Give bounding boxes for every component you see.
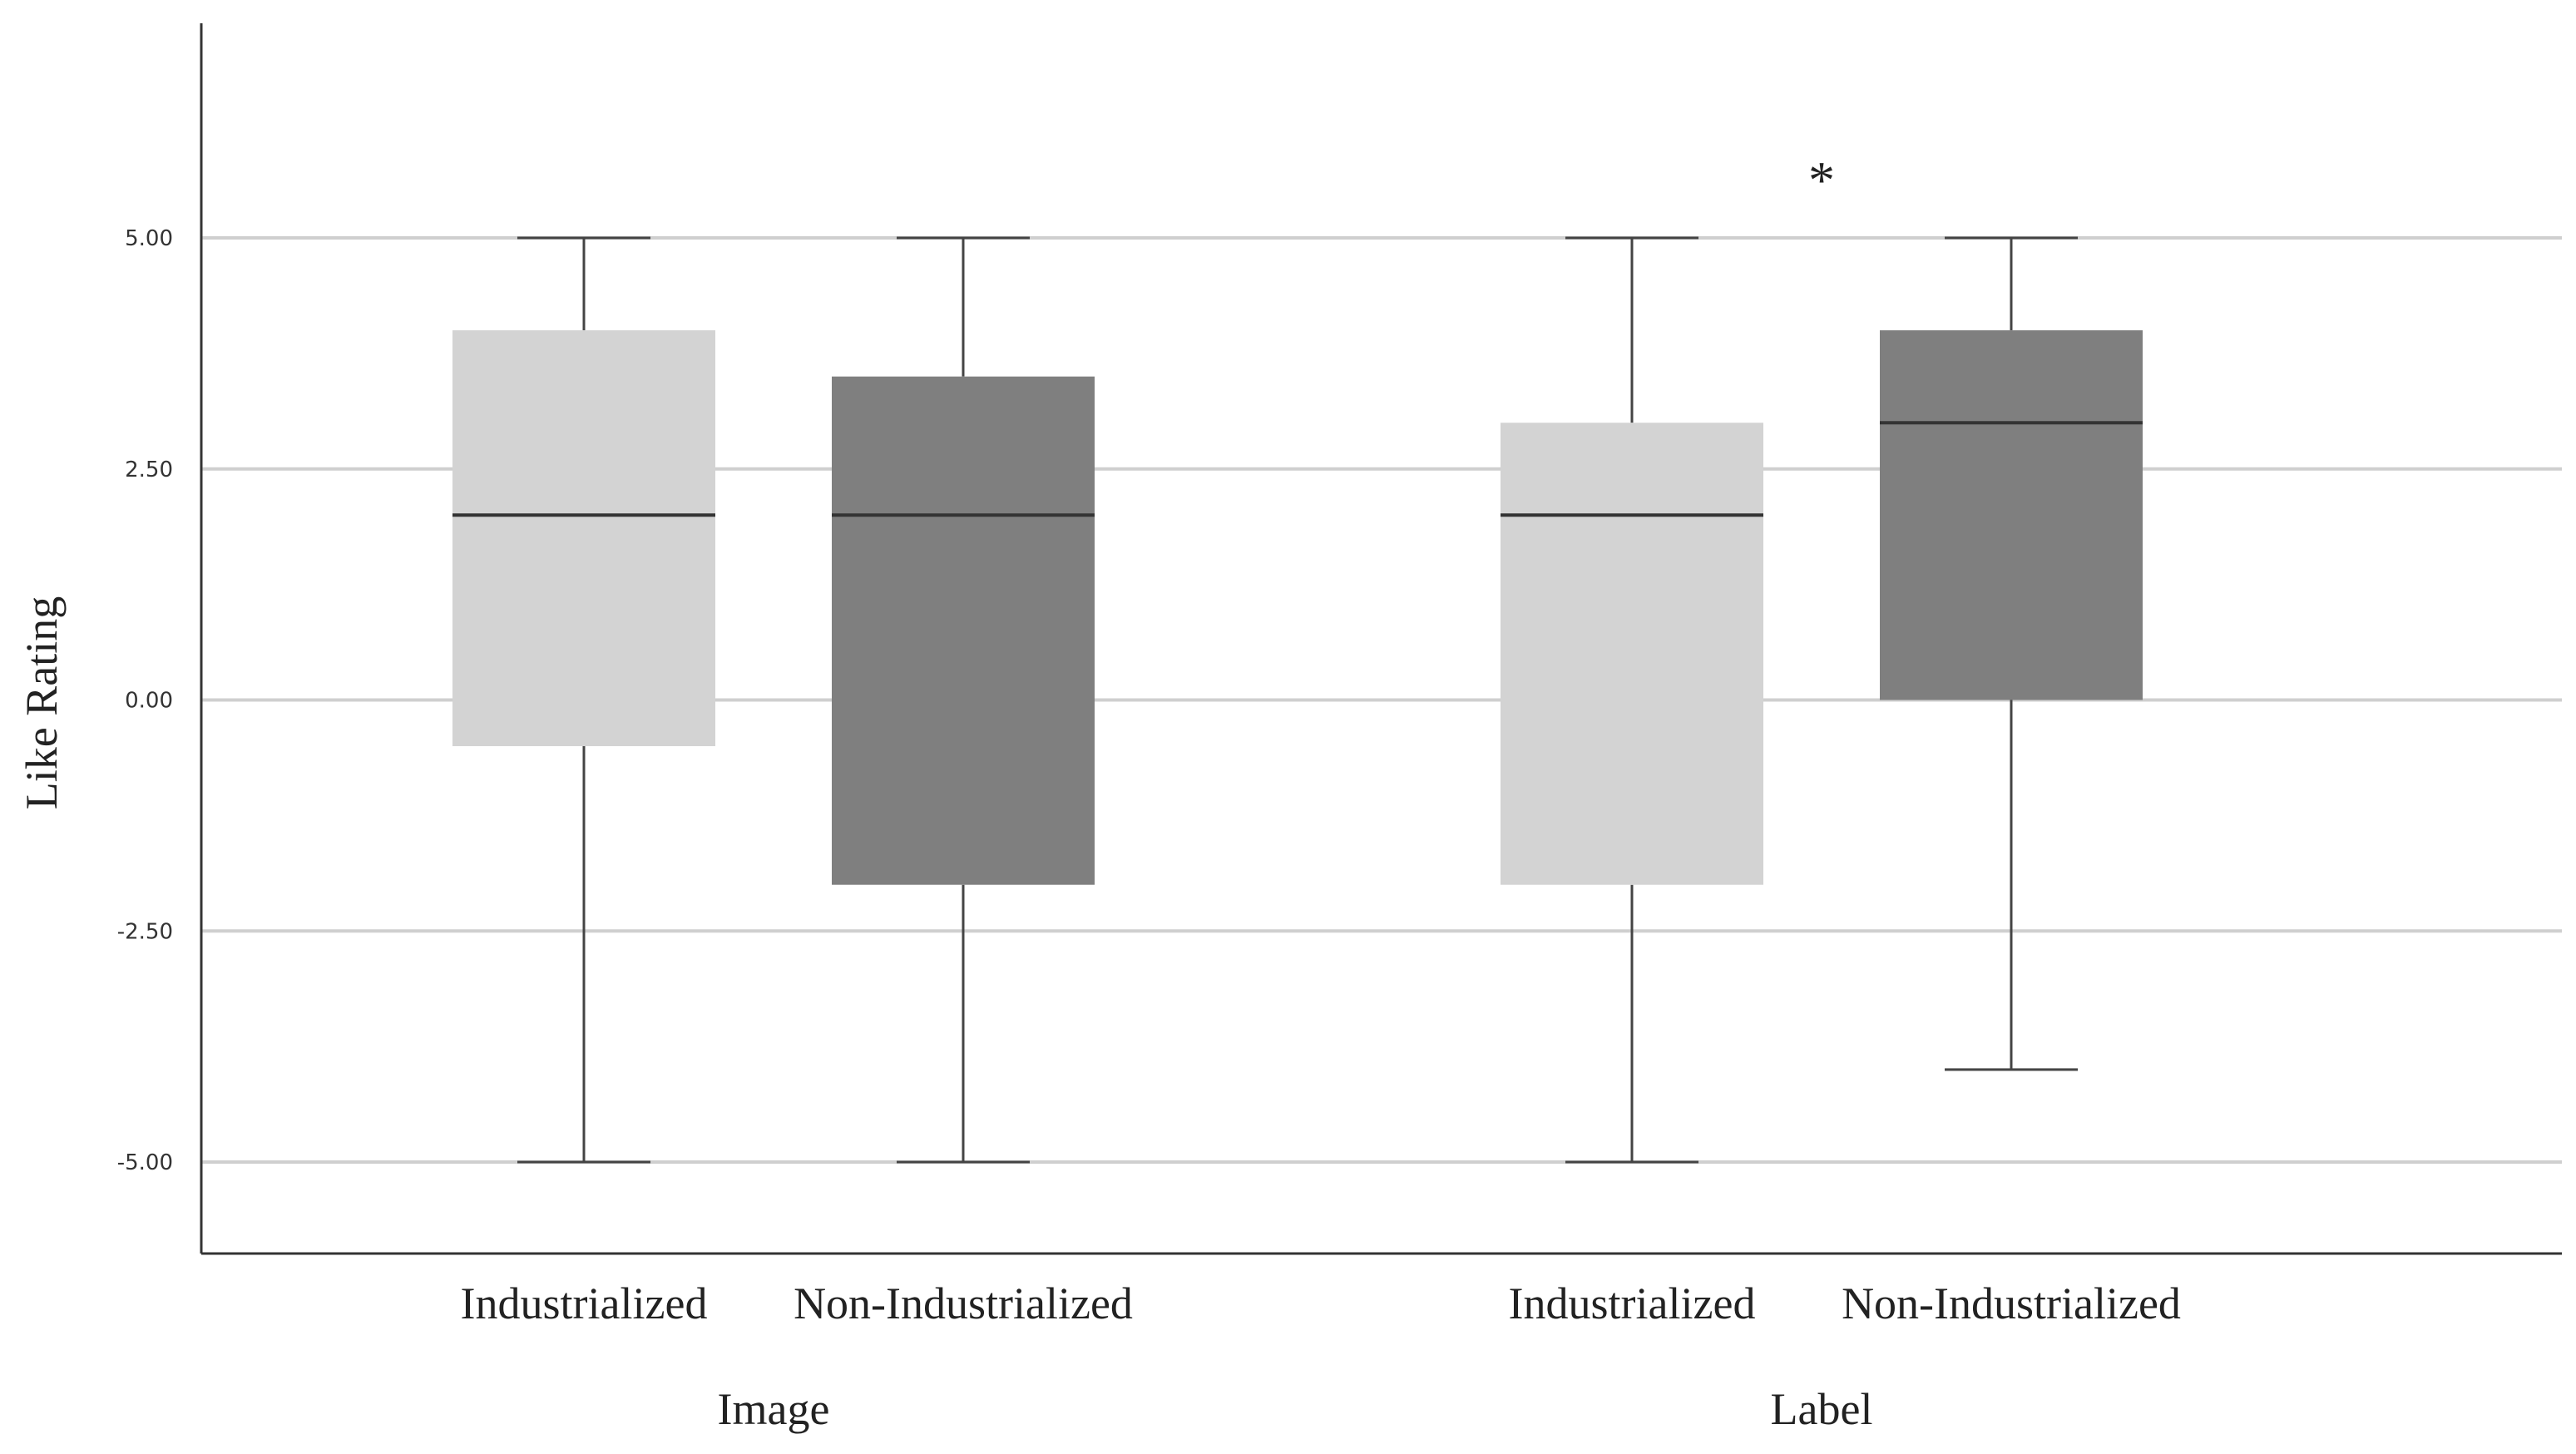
category-label: Industrialized bbox=[1509, 1278, 1756, 1328]
category-label: Non-Industrialized bbox=[794, 1278, 1133, 1328]
box-image-industrialized bbox=[452, 236, 715, 1164]
box-image-non-industrialized bbox=[832, 236, 1095, 1164]
iqr-box bbox=[1880, 330, 2143, 700]
category-label: Non-Industrialized bbox=[1842, 1278, 2181, 1328]
box-label-non-industrialized bbox=[1880, 236, 2143, 1071]
iqr-box bbox=[832, 376, 1095, 885]
y-tick-labels: 5.00 2.50 0.00 -2.50 -5.00 bbox=[117, 226, 173, 1175]
y-tick-label: -5.00 bbox=[117, 1150, 173, 1175]
iqr-box bbox=[1501, 423, 1763, 885]
axes bbox=[200, 23, 2562, 1255]
y-tick-label: 5.00 bbox=[125, 226, 173, 251]
category-label: Industrialized bbox=[461, 1278, 708, 1328]
category-labels: Industrialized Non-Industrialized Image Ind… bbox=[461, 151, 2181, 1434]
y-tick-label: 0.00 bbox=[125, 689, 173, 714]
boxes bbox=[452, 236, 2143, 1164]
y-tick-label: -2.50 bbox=[117, 919, 173, 944]
y-tick-label: 2.50 bbox=[125, 457, 173, 482]
group-label: Image bbox=[718, 1384, 830, 1434]
group-label: Label bbox=[1771, 1384, 1873, 1434]
box-label-industrialized bbox=[1501, 236, 1763, 1164]
y-axis-title: Like Rating bbox=[17, 596, 67, 809]
iqr-box bbox=[452, 330, 715, 747]
significance-marker: * bbox=[1808, 151, 1835, 210]
